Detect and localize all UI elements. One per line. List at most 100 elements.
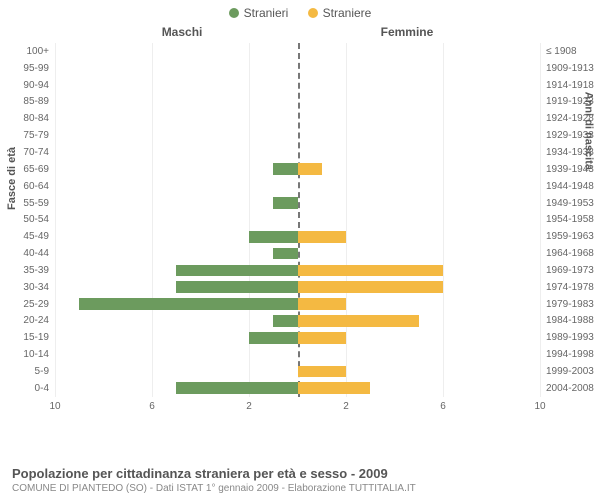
- birth-year-label: 1994-1998: [540, 349, 594, 360]
- birth-year-label: 1949-1953: [540, 198, 594, 209]
- age-label: 30-34: [23, 282, 55, 293]
- age-label: 100+: [26, 46, 55, 57]
- birth-year-label: 1909-1913: [540, 63, 594, 74]
- x-tick-label: 6: [149, 401, 155, 412]
- bar-female: [298, 382, 371, 394]
- birth-year-label: 1969-1973: [540, 265, 594, 276]
- age-label: 90-94: [23, 80, 55, 91]
- bar-female: [298, 298, 347, 310]
- birth-year-label: 1979-1983: [540, 299, 594, 310]
- chart-row: 10-141994-1998: [55, 346, 540, 363]
- age-label: 60-64: [23, 181, 55, 192]
- x-tick-label: 10: [534, 401, 545, 412]
- bar-container: [55, 298, 540, 310]
- age-label: 20-24: [23, 315, 55, 326]
- bar-male: [249, 231, 298, 243]
- bar-container: [55, 382, 540, 394]
- birth-year-label: 2004-2008: [540, 383, 594, 394]
- bar-female: [298, 281, 444, 293]
- birth-year-label: 1934-1938: [540, 147, 594, 158]
- chart-row: 85-891919-1923: [55, 94, 540, 111]
- legend-male-label: Stranieri: [244, 6, 289, 20]
- bar-container: [55, 281, 540, 293]
- birth-year-label: 1939-1943: [540, 164, 594, 175]
- bar-container: [55, 214, 540, 226]
- age-label: 45-49: [23, 231, 55, 242]
- chart-row: 30-341974-1978: [55, 279, 540, 296]
- bar-container: [55, 248, 540, 260]
- birth-year-label: 1959-1963: [540, 231, 594, 242]
- age-label: 40-44: [23, 248, 55, 259]
- bar-container: [55, 265, 540, 277]
- birth-year-label: 1984-1988: [540, 315, 594, 326]
- bar-female: [298, 265, 444, 277]
- bar-male: [273, 197, 297, 209]
- chart-row: 65-691939-1943: [55, 161, 540, 178]
- legend-male-dot: [229, 8, 239, 18]
- bar-container: [55, 366, 540, 378]
- age-label: 35-39: [23, 265, 55, 276]
- chart-legend: Stranieri Straniere: [0, 0, 600, 21]
- chart-row: 90-941914-1918: [55, 77, 540, 94]
- birth-year-label: 1989-1993: [540, 332, 594, 343]
- x-axis-ticks: 10622610: [55, 401, 540, 415]
- chart-row: 35-391969-1973: [55, 262, 540, 279]
- chart-row: 55-591949-1953: [55, 195, 540, 212]
- age-label: 15-19: [23, 332, 55, 343]
- bar-female: [298, 163, 322, 175]
- bar-container: [55, 147, 540, 159]
- bar-container: [55, 79, 540, 91]
- birth-year-label: 1924-1928: [540, 113, 594, 124]
- age-label: 50-54: [23, 214, 55, 225]
- age-label: 80-84: [23, 113, 55, 124]
- bar-container: [55, 349, 540, 361]
- chart-row: 0-42004-2008: [55, 380, 540, 397]
- chart-row: 95-991909-1913: [55, 60, 540, 77]
- legend-female-label: Straniere: [323, 6, 372, 20]
- birth-year-label: 1964-1968: [540, 248, 594, 259]
- x-tick-label: 2: [246, 401, 252, 412]
- header-female: Femmine: [381, 25, 434, 39]
- bar-female: [298, 366, 347, 378]
- birth-year-label: 1974-1978: [540, 282, 594, 293]
- legend-female-dot: [308, 8, 318, 18]
- x-tick-label: 6: [440, 401, 446, 412]
- bar-container: [55, 62, 540, 74]
- age-label: 10-14: [23, 349, 55, 360]
- birth-year-label: 1999-2003: [540, 366, 594, 377]
- bar-container: [55, 46, 540, 58]
- bar-container: [55, 130, 540, 142]
- birth-year-label: ≤ 1908: [540, 46, 577, 57]
- chart-row: 20-241984-1988: [55, 313, 540, 330]
- chart-row: 45-491959-1963: [55, 228, 540, 245]
- chart-area: Maschi Femmine 100+≤ 190895-991909-19139…: [55, 25, 540, 425]
- legend-female: Straniere: [308, 6, 372, 20]
- age-label: 0-4: [35, 383, 55, 394]
- chart-row: 50-541954-1958: [55, 211, 540, 228]
- header-male: Maschi: [162, 25, 203, 39]
- birth-year-label: 1944-1948: [540, 181, 594, 192]
- chart-row: 5-91999-2003: [55, 363, 540, 380]
- age-label: 5-9: [35, 366, 55, 377]
- chart-row: 25-291979-1983: [55, 296, 540, 313]
- bar-container: [55, 163, 540, 175]
- bar-male: [273, 248, 297, 260]
- bar-female: [298, 315, 419, 327]
- bar-container: [55, 197, 540, 209]
- birth-year-label: 1954-1958: [540, 214, 594, 225]
- chart-subtitle: COMUNE DI PIANTEDO (SO) - Dati ISTAT 1° …: [12, 483, 588, 494]
- birth-year-label: 1914-1918: [540, 80, 594, 91]
- bar-container: [55, 180, 540, 192]
- chart-footer: Popolazione per cittadinanza straniera p…: [12, 466, 588, 494]
- chart-row: 40-441964-1968: [55, 245, 540, 262]
- chart-row: 80-841924-1928: [55, 110, 540, 127]
- chart-row: 70-741934-1938: [55, 144, 540, 161]
- age-label: 95-99: [23, 63, 55, 74]
- age-label: 55-59: [23, 198, 55, 209]
- y-axis-title-left: Fasce di età: [6, 147, 18, 210]
- bar-container: [55, 96, 540, 108]
- bar-female: [298, 231, 347, 243]
- age-label: 65-69: [23, 164, 55, 175]
- x-tick-label: 2: [343, 401, 349, 412]
- bar-male: [176, 265, 297, 277]
